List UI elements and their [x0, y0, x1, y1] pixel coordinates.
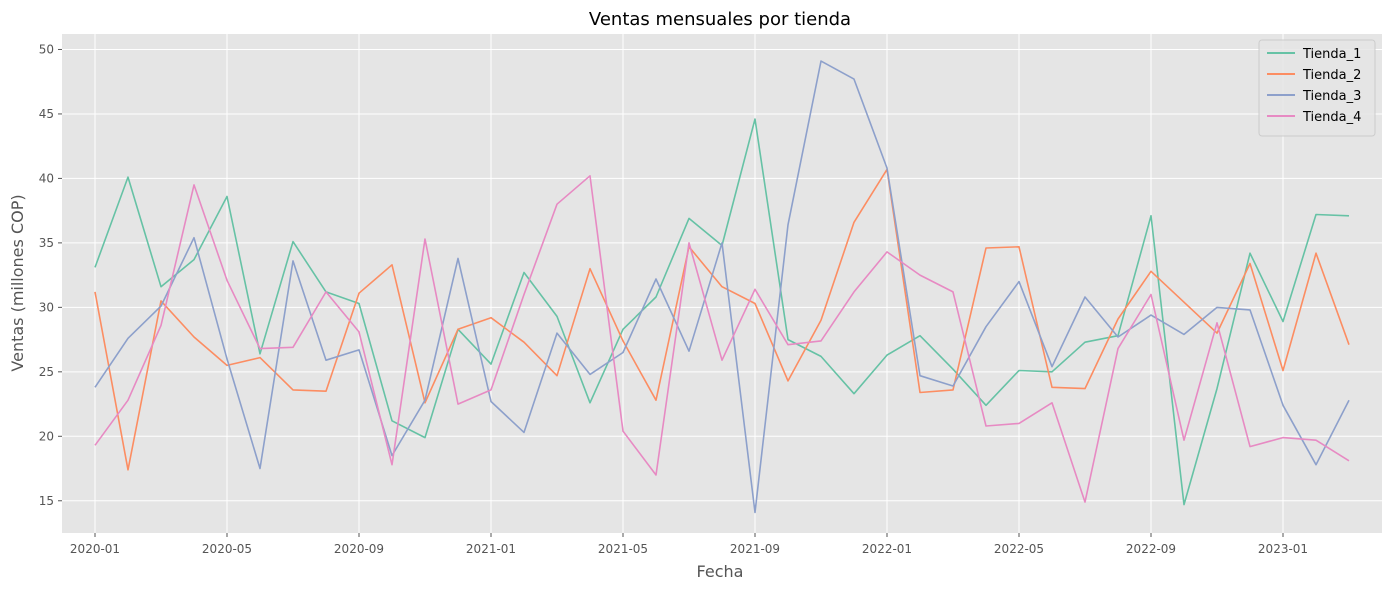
legend-label: Tienda_2: [1302, 68, 1361, 83]
legend-label: Tienda_1: [1302, 47, 1361, 62]
x-tick-label: 2021-01: [466, 542, 516, 556]
y-tick-label: 25: [39, 365, 54, 379]
x-tick-label: 2022-01: [862, 542, 912, 556]
series-line-tienda_4: [94, 175, 1350, 503]
series-line-tienda_2: [94, 168, 1350, 471]
chart-title: Ventas mensuales por tienda: [589, 9, 851, 30]
y-tick-label: 20: [39, 429, 54, 443]
x-tick-label: 2020-09: [334, 542, 384, 556]
x-tick-label: 2020-05: [202, 542, 252, 556]
series-line-tienda_3: [94, 60, 1350, 514]
plot-area: [62, 34, 1382, 533]
legend-label: Tienda_4: [1302, 110, 1361, 125]
legend-box: [1258, 39, 1376, 137]
y-tick-label: 40: [39, 171, 54, 185]
x-tick-label: 2021-05: [598, 542, 648, 556]
legend: Tienda_1 Tienda_2 Tienda_3 Tienda_4: [1258, 39, 1376, 137]
x-axis-label: Fecha: [697, 562, 744, 581]
x-tick-label: 2022-05: [994, 542, 1044, 556]
legend-label: Tienda_3: [1302, 89, 1361, 104]
y-axis-label: Ventas (millones COP): [8, 194, 27, 371]
y-tick-label: 50: [39, 42, 54, 56]
axis-ticks: 15 20 25 30 35 40 45 50 2020-01 2020-05 2020-09 202…: [39, 42, 1308, 556]
series-lines: [94, 60, 1350, 514]
x-tick-label: 2020-01: [70, 542, 120, 556]
x-tick-label: 2022-09: [1126, 542, 1176, 556]
y-tick-label: 15: [39, 494, 54, 508]
x-tick-label: 2023-01: [1258, 542, 1308, 556]
y-tick-label: 30: [39, 300, 54, 314]
x-tick-label: 2021-09: [730, 542, 780, 556]
y-tick-label: 35: [39, 236, 54, 250]
y-tick-label: 45: [39, 107, 54, 121]
